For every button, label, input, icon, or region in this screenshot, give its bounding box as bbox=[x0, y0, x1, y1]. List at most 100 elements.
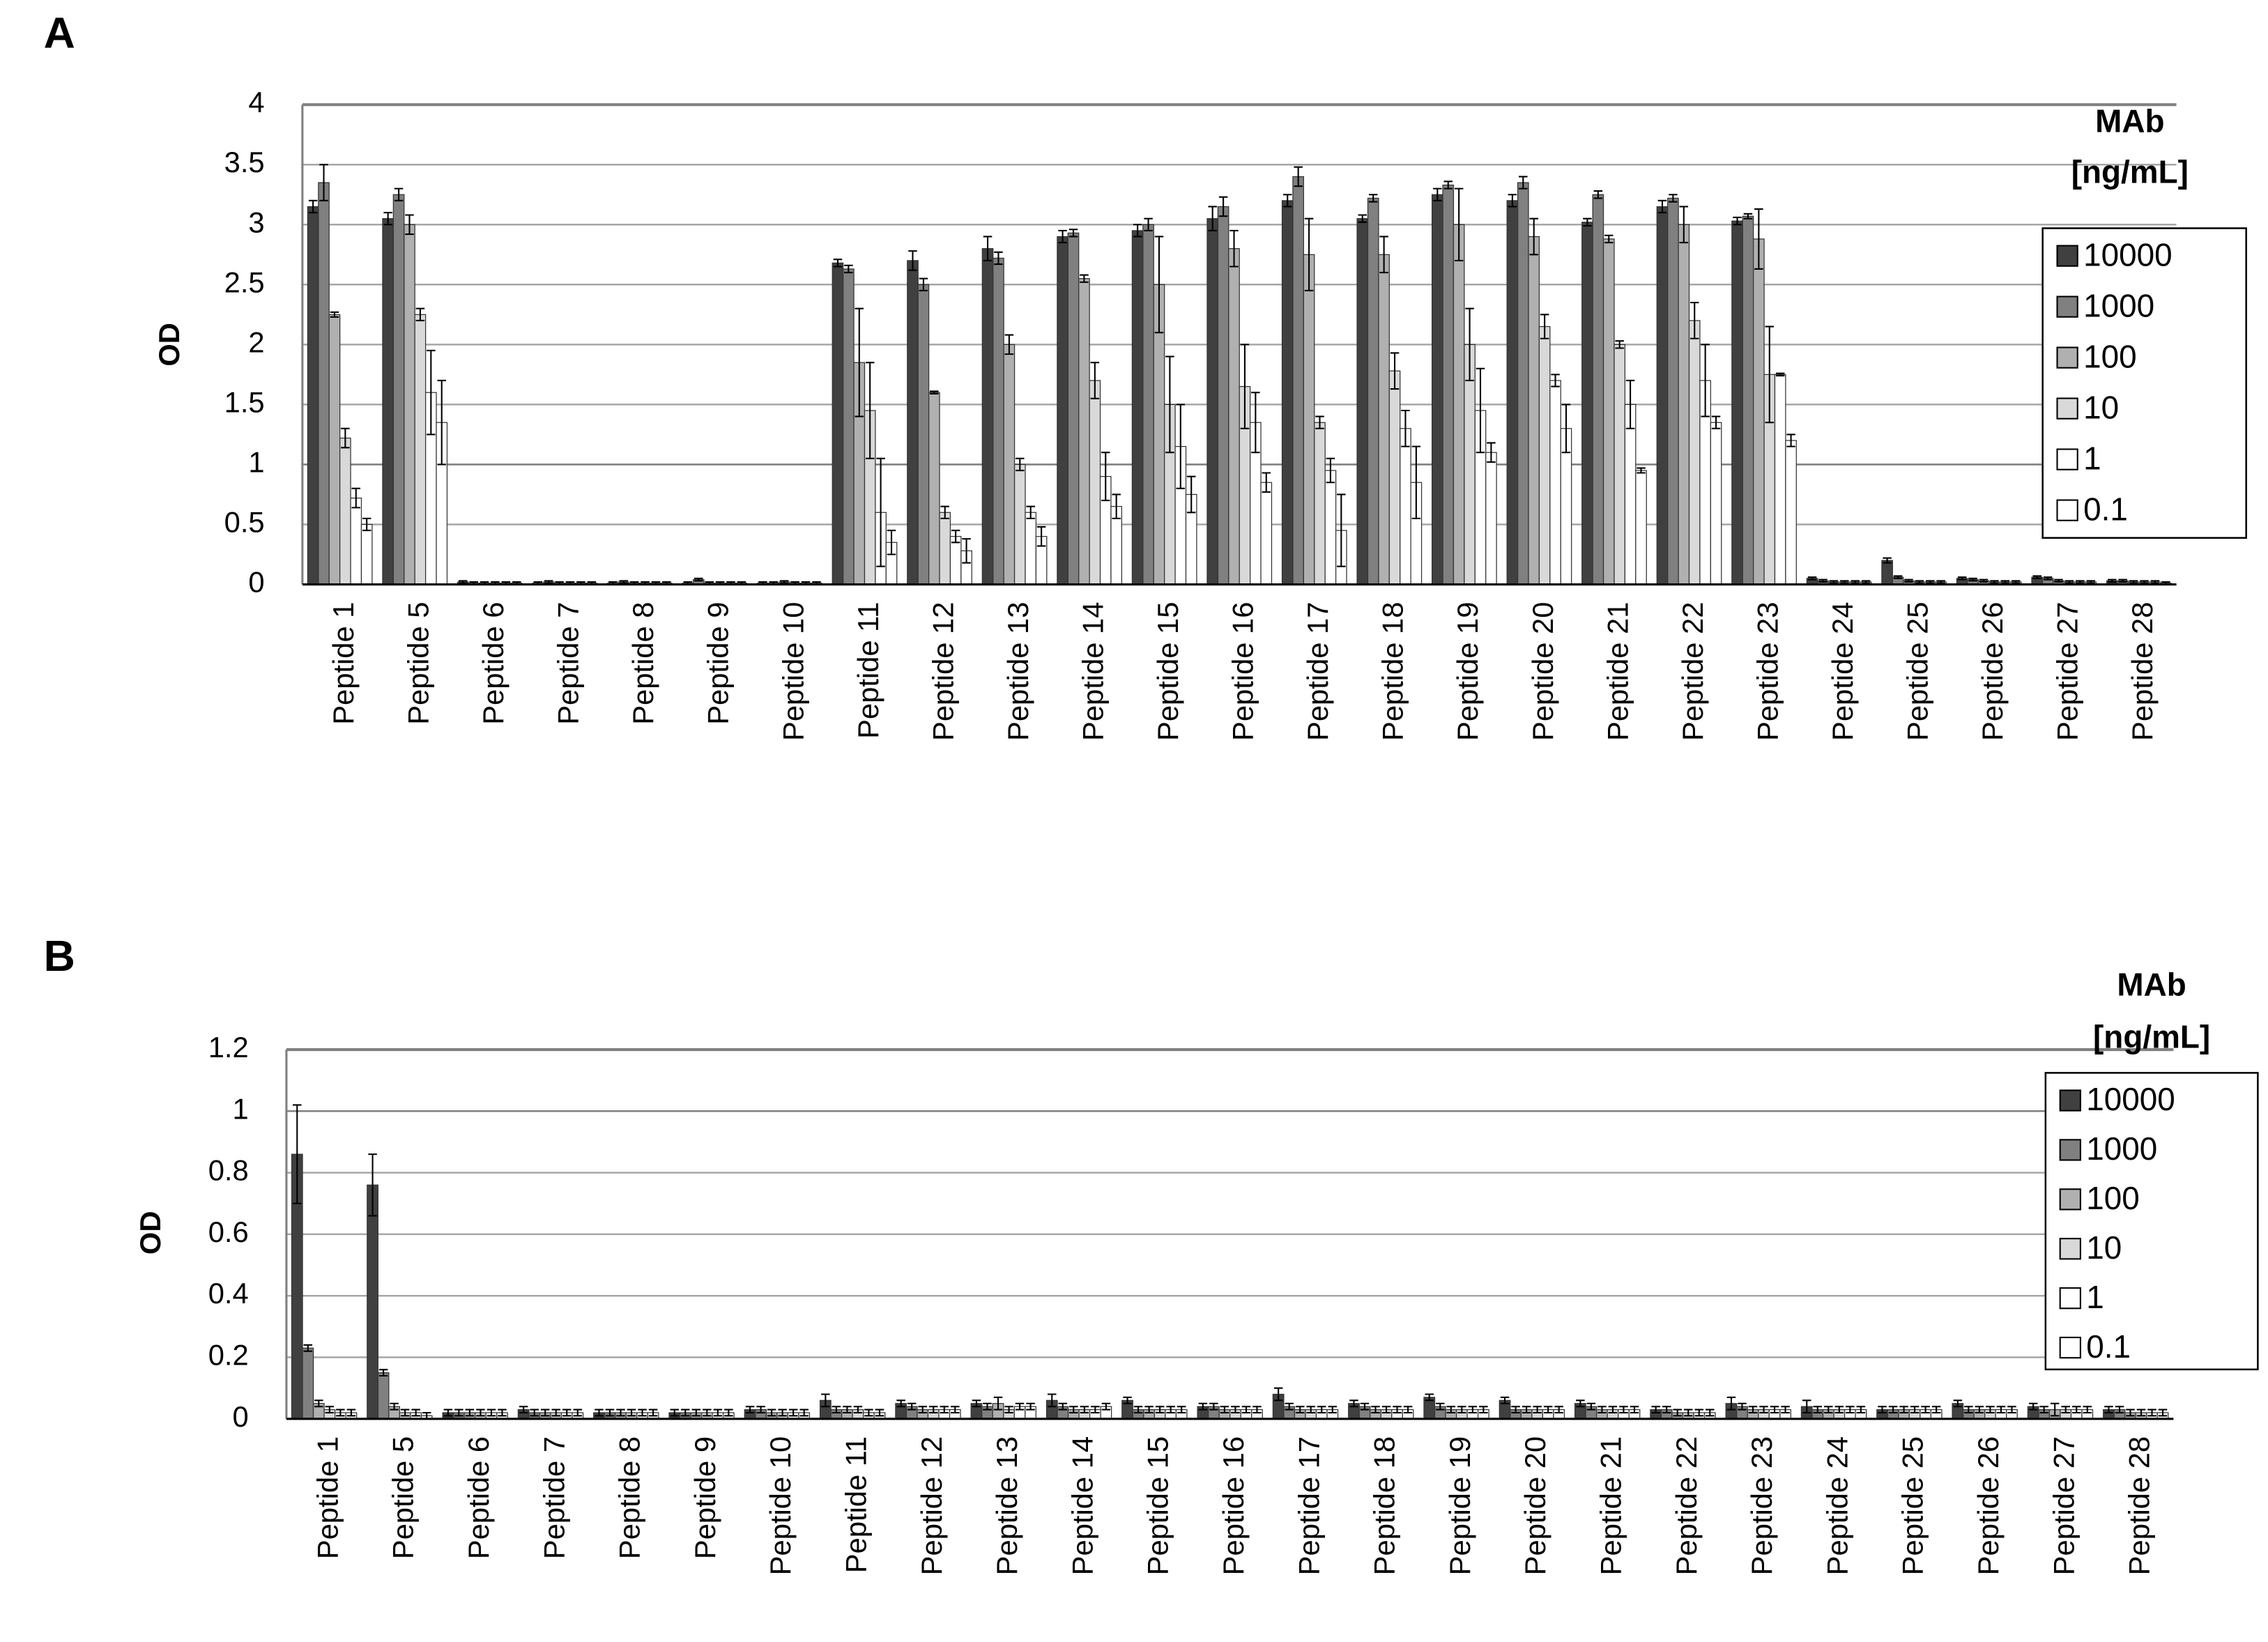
error-bar bbox=[865, 362, 875, 459]
error-bar bbox=[940, 505, 949, 519]
legend-swatch bbox=[2056, 397, 2078, 420]
error-bar bbox=[1436, 1402, 1445, 1411]
x-tick-label: Peptide 26 bbox=[1972, 1436, 2005, 1575]
error-bar bbox=[713, 1409, 723, 1417]
y-tick-label: 0.6 bbox=[208, 1215, 249, 1248]
chart-panel: B OD 0 0.2 0.4 0.6 0.8 1 1.2 Peptide 1 Peptide 5 Pe… bbox=[44, 932, 2259, 1575]
error-bar bbox=[1090, 362, 1100, 399]
legend-swatch bbox=[2059, 1336, 2081, 1359]
error-bar bbox=[1379, 236, 1388, 274]
bar bbox=[981, 248, 994, 585]
error-bar bbox=[1893, 575, 1903, 579]
error-bar bbox=[2007, 1406, 2016, 1414]
error-bar bbox=[2136, 1409, 2146, 1417]
bar bbox=[1206, 218, 1219, 585]
bar bbox=[1003, 344, 1016, 585]
bar bbox=[1624, 404, 1637, 585]
x-tick-label: Peptide 25 bbox=[1897, 1436, 1929, 1575]
error-bar bbox=[1529, 217, 1538, 256]
error-bar bbox=[1834, 1406, 1844, 1414]
error-bar bbox=[1957, 576, 1967, 581]
error-bar bbox=[779, 580, 789, 584]
error-bar bbox=[1807, 576, 1817, 581]
bar bbox=[1314, 422, 1326, 585]
error-bar bbox=[1540, 314, 1549, 339]
error-bar bbox=[1144, 1406, 1154, 1414]
bar bbox=[1400, 428, 1411, 585]
error-bar bbox=[2039, 1406, 2048, 1414]
error-bar bbox=[1625, 379, 1635, 429]
error-bar bbox=[2158, 1409, 2168, 1417]
legend-swatch bbox=[2059, 1287, 2081, 1310]
y-axis-title: OD bbox=[134, 1211, 167, 1255]
error-bar bbox=[1921, 1406, 1930, 1414]
error-bar bbox=[1511, 1406, 1520, 1414]
x-tick-label: Peptide 27 bbox=[2051, 602, 2084, 741]
error-bar bbox=[519, 1406, 528, 1414]
error-bar bbox=[1619, 1406, 1628, 1414]
error-bar bbox=[1144, 217, 1153, 231]
error-bar bbox=[1177, 1406, 1186, 1414]
error-bar bbox=[1936, 580, 1945, 584]
error-bar bbox=[2050, 1402, 2060, 1417]
error-bar bbox=[627, 1409, 636, 1417]
legend-swatch bbox=[2056, 346, 2078, 369]
bar bbox=[318, 182, 330, 585]
error-bar bbox=[411, 1409, 420, 1417]
error-bar bbox=[1080, 274, 1089, 283]
bar bbox=[302, 1347, 314, 1420]
error-bar bbox=[1651, 1406, 1660, 1414]
error-bar bbox=[415, 307, 425, 321]
error-bar bbox=[1706, 1409, 1715, 1417]
x-tick-label: Peptide 13 bbox=[1002, 602, 1034, 741]
x-tick-label: Peptide 24 bbox=[1826, 602, 1859, 741]
error-bar bbox=[1295, 1406, 1305, 1414]
error-bar bbox=[1479, 1406, 1488, 1414]
y-tick-label: 0.8 bbox=[208, 1154, 249, 1187]
error-bar bbox=[1818, 578, 1828, 583]
bar bbox=[1431, 194, 1443, 585]
error-bar bbox=[454, 1409, 463, 1417]
x-tick-label: Peptide 5 bbox=[402, 602, 435, 725]
bar bbox=[1367, 197, 1379, 585]
error-bar bbox=[1443, 181, 1453, 190]
y-tick-label: 1 bbox=[248, 445, 264, 478]
chart-panel: A OD 0 0.5 1 1.5 2 2.5 3 3.5 4 Peptide 1 Peptide 5 Pe… bbox=[44, 9, 2247, 741]
error-bar bbox=[1487, 442, 1496, 463]
error-bar bbox=[1218, 196, 1228, 217]
error-bar bbox=[908, 250, 917, 271]
error-bar bbox=[691, 1409, 701, 1417]
error-bar bbox=[1198, 1402, 1208, 1411]
y-tick-label: 1.5 bbox=[224, 385, 265, 418]
y-tick-label: 2.5 bbox=[224, 266, 265, 298]
error-bar bbox=[1026, 1402, 1035, 1411]
bar bbox=[1217, 206, 1229, 585]
legend-label: 100 bbox=[2086, 1180, 2140, 1216]
error-bar bbox=[844, 264, 853, 274]
x-tick-label: Peptide 8 bbox=[627, 602, 659, 725]
bar bbox=[1378, 254, 1390, 585]
error-bar bbox=[1679, 206, 1689, 244]
error-bar bbox=[1004, 1406, 1013, 1414]
legend-label: 1 bbox=[2083, 440, 2101, 476]
error-bar bbox=[336, 1409, 345, 1417]
error-bar bbox=[993, 1396, 1003, 1411]
bar bbox=[1881, 560, 1893, 585]
bar bbox=[1667, 197, 1679, 585]
error-bar bbox=[540, 1409, 550, 1417]
error-bar bbox=[951, 530, 960, 544]
y-tick-label: 1 bbox=[232, 1092, 248, 1125]
x-tick-label: Peptide 14 bbox=[1066, 1436, 1098, 1575]
error-bar bbox=[595, 1409, 604, 1417]
error-bar bbox=[1979, 578, 1989, 583]
error-bar bbox=[930, 390, 939, 394]
error-bar bbox=[1669, 194, 1678, 203]
error-bar bbox=[1468, 1406, 1478, 1414]
error-bar bbox=[1883, 557, 1892, 564]
legend-label: 10000 bbox=[2083, 236, 2173, 273]
x-tick-label: Peptide 16 bbox=[1217, 1436, 1250, 1575]
error-bar bbox=[1282, 194, 1292, 208]
error-bar bbox=[1209, 1402, 1218, 1411]
legend-title: MAb bbox=[2117, 966, 2186, 1002]
error-bar bbox=[745, 1406, 755, 1414]
